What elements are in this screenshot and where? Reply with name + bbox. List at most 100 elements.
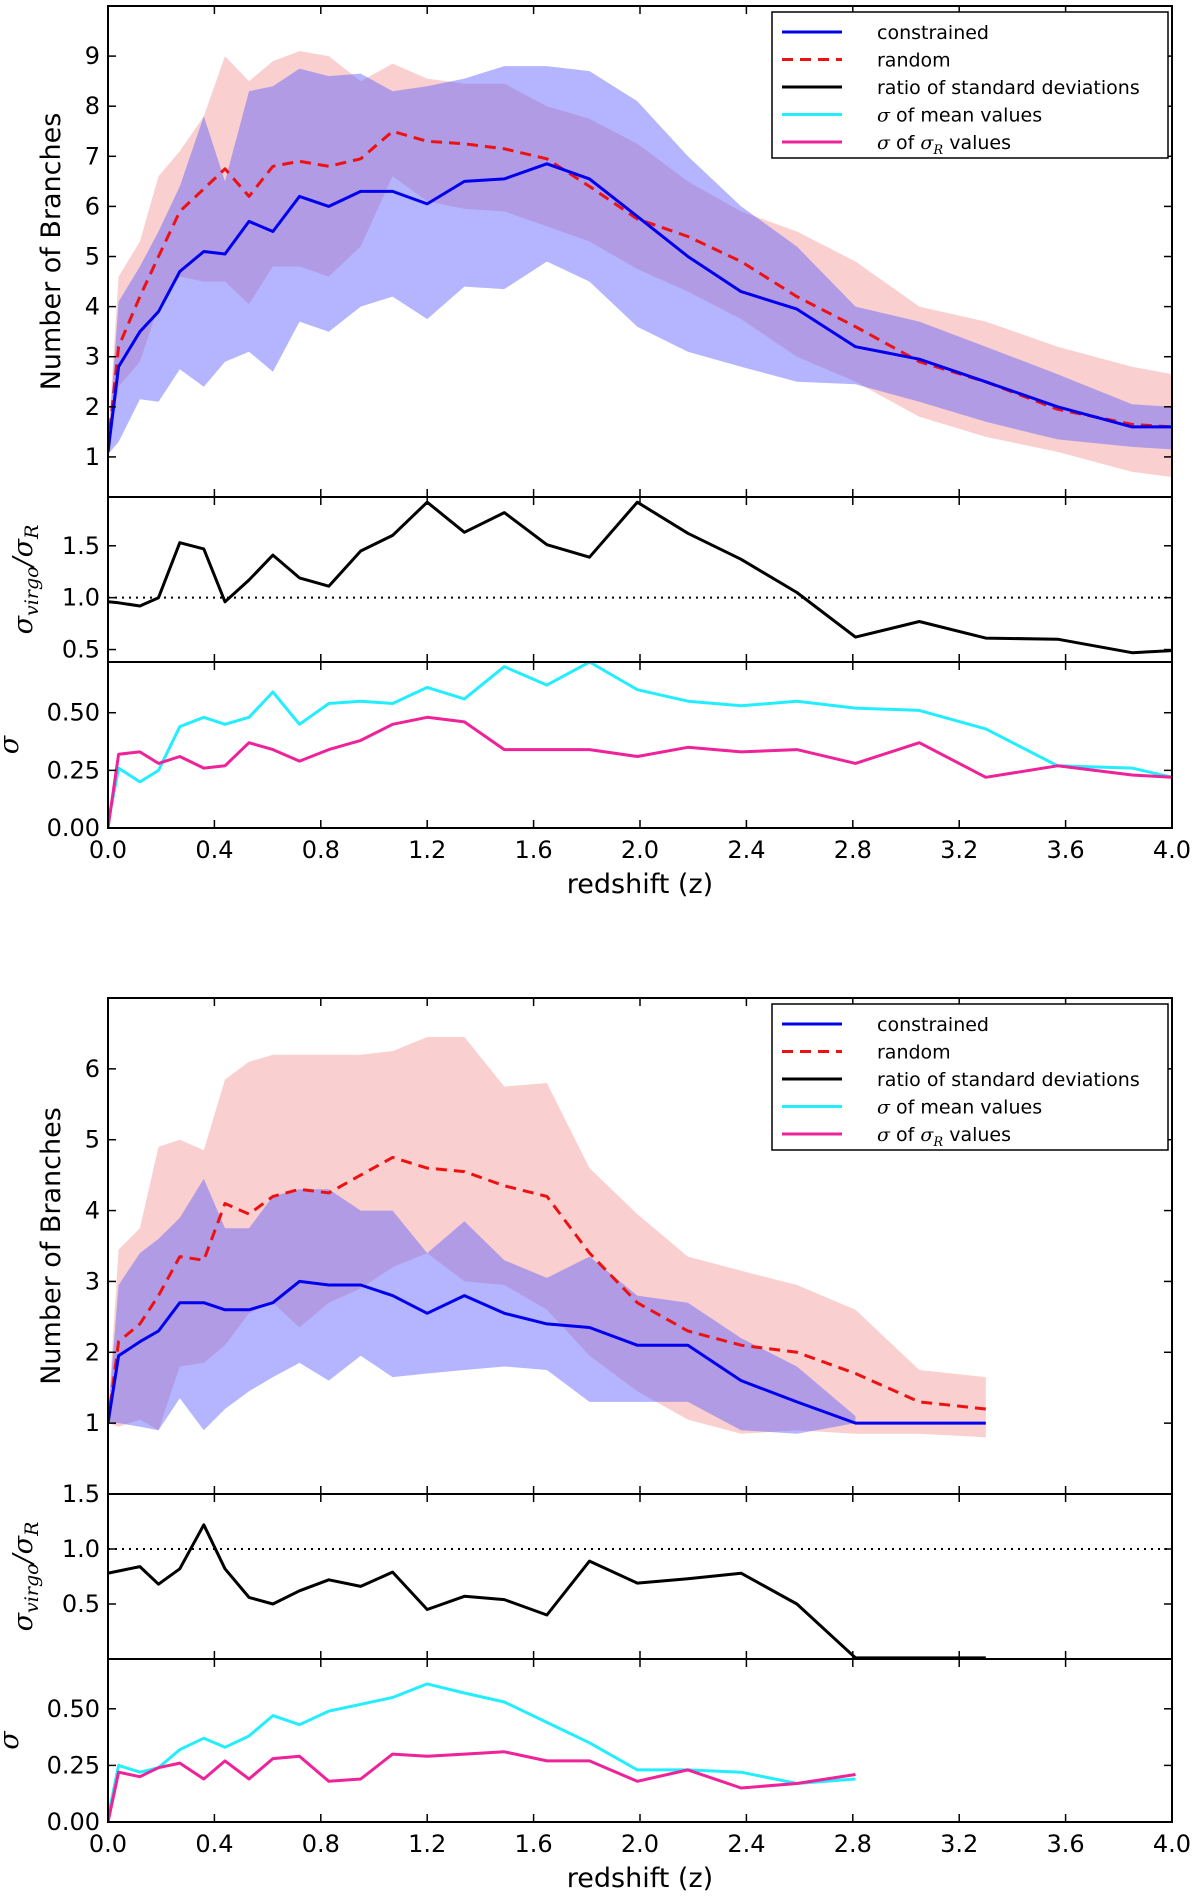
panel-5 <box>108 1523 1172 1659</box>
panel-4 <box>108 1037 986 1438</box>
axes-layer: 1 2 3 4 5 6 7 8 9 Number of Branches constrained ra… <box>0 5 1191 1894</box>
x-tick-label: 2.8 <box>834 836 872 864</box>
legend-label: σ of mean values <box>877 1097 1042 1119</box>
y-tick-label: 2 <box>85 393 100 421</box>
panel-6 <box>108 1682 856 1822</box>
y-tick-label: 1.5 <box>62 532 100 560</box>
legend-label: ratio of standard deviations <box>877 77 1140 99</box>
y-tick-label: 1.0 <box>62 1535 100 1563</box>
line-constrained <box>108 162 1172 453</box>
y-tick-label: 0.50 <box>47 1695 100 1723</box>
charts-layer <box>108 51 1172 1822</box>
band-random <box>108 51 1172 477</box>
y-tick-label: 1.5 <box>62 1480 100 1508</box>
y-tick-label: 8 <box>85 92 100 120</box>
y-tick-label: 0.00 <box>47 1808 100 1836</box>
y-tick-label: 9 <box>85 42 100 70</box>
x-tick-label: 3.2 <box>940 1830 978 1858</box>
axes-frame <box>107 1658 1173 1823</box>
panel-2 <box>108 500 1172 655</box>
band-random <box>108 1037 986 1438</box>
x-tick-label: 0.8 <box>302 836 340 864</box>
x-tick-label: 0.0 <box>89 836 127 864</box>
x-tick-label: 3.6 <box>1047 836 1085 864</box>
y-tick-label: 7 <box>85 142 100 170</box>
line--of-r-values <box>108 715 1172 828</box>
line-ratio-of-standard-deviations <box>108 500 1172 655</box>
line-random <box>108 1155 986 1424</box>
legend-box <box>771 1003 1169 1151</box>
y-tick-label: 4 <box>85 293 100 321</box>
legend: constrained random ratio of standard devia… <box>771 11 1169 159</box>
legend-label: σ of σR values <box>877 132 1011 158</box>
y-tick-label: 2 <box>85 1338 100 1366</box>
y-axis-label: Number of Branches <box>36 1107 67 1385</box>
y-tick-label: 6 <box>85 1055 100 1083</box>
x-tick-label: 2.8 <box>834 1830 872 1858</box>
legend-label: σ of σR values <box>877 1124 1011 1150</box>
legend-label: ratio of standard deviations <box>877 1069 1140 1091</box>
axes-panel-2: 0.5 1.0 1.5 σvirgo/σR <box>8 496 1173 664</box>
y-axis-label: σvirgo/σR <box>8 525 43 635</box>
y-tick-label: 1.0 <box>62 584 100 612</box>
x-tick-label: 0.0 <box>89 1830 127 1858</box>
y-axis-label: Number of Branches <box>36 113 67 391</box>
y-tick-label: 0.5 <box>62 636 100 664</box>
line-constrained <box>108 1279 986 1425</box>
x-tick-label: 1.2 <box>408 836 446 864</box>
y-axis-label: σvirgo/σR <box>8 1522 43 1632</box>
y-tick-label: 0.25 <box>47 756 100 784</box>
legend-label: σ of mean values <box>877 105 1042 127</box>
y-tick-label: 6 <box>85 192 100 220</box>
x-tick-label: 2.0 <box>621 836 659 864</box>
x-tick-label: 2.4 <box>727 1830 765 1858</box>
y-tick-label: 1 <box>85 443 100 471</box>
y-tick-label: 0.5 <box>62 1590 100 1618</box>
y-axis-label: σ <box>0 734 25 754</box>
legend-label: constrained <box>877 1014 989 1036</box>
x-axis-label: redshift (z) <box>567 1863 713 1894</box>
x-tick-label: 1.2 <box>408 1830 446 1858</box>
x-tick-label: 0.4 <box>195 1830 233 1858</box>
x-tick-label: 0.8 <box>302 1830 340 1858</box>
legend: constrained random ratio of standard devia… <box>771 1003 1169 1151</box>
y-tick-label: 1 <box>85 1409 100 1437</box>
y-tick-label: 3 <box>85 343 100 371</box>
x-tick-label: 1.6 <box>515 1830 553 1858</box>
line-random <box>108 129 1172 448</box>
y-tick-label: 0.50 <box>47 699 100 727</box>
line-ratio-of-standard-deviations <box>108 1523 986 1659</box>
legend-box <box>771 11 1169 159</box>
x-tick-label: 4.0 <box>1153 836 1191 864</box>
line--of-mean-values <box>108 662 1172 824</box>
axes-panel-1: 1 2 3 4 5 6 7 8 9 Number of Branches constrained ra… <box>36 5 1173 498</box>
axes-panel-3: 0.00 0.25 0.50 σ 0.0 0.4 0.8 1.2 1.6 2.0 2.4 2.8 3.2… <box>0 661 1191 900</box>
y-tick-label: 4 <box>85 1197 100 1225</box>
x-tick-label: 4.0 <box>1153 1830 1191 1858</box>
x-tick-label: 3.2 <box>940 836 978 864</box>
y-tick-label: 5 <box>85 1126 100 1154</box>
x-tick-label: 2.0 <box>621 1830 659 1858</box>
y-tick-label: 0.25 <box>47 1751 100 1779</box>
legend-label: constrained <box>877 22 989 44</box>
panel-1 <box>108 51 1172 477</box>
x-tick-label: 0.4 <box>195 836 233 864</box>
y-tick-label: 5 <box>85 243 100 271</box>
x-tick-label: 2.4 <box>727 836 765 864</box>
y-tick-label: 0.00 <box>47 814 100 842</box>
legend-label: random <box>877 50 951 72</box>
axes-frame <box>107 661 1173 829</box>
panel-3 <box>108 662 1172 828</box>
x-tick-label: 1.6 <box>515 836 553 864</box>
y-axis-label: σ <box>0 1730 25 1750</box>
line--of-r-values <box>108 1750 856 1822</box>
axes-panel-6: 0.00 0.25 0.50 σ 0.0 0.4 0.8 1.2 1.6 2.0 2.4 2.8 3.2… <box>0 1658 1191 1894</box>
x-tick-label: 3.6 <box>1047 1830 1085 1858</box>
x-axis-label: redshift (z) <box>567 869 713 900</box>
axes-frame <box>107 1493 1173 1660</box>
line--of-mean-values <box>108 1682 856 1818</box>
y-tick-label: 3 <box>85 1267 100 1295</box>
legend-label: random <box>877 1042 951 1064</box>
axes-panel-5: 0.5 1.0 1.5 σvirgo/σR <box>8 1480 1173 1660</box>
